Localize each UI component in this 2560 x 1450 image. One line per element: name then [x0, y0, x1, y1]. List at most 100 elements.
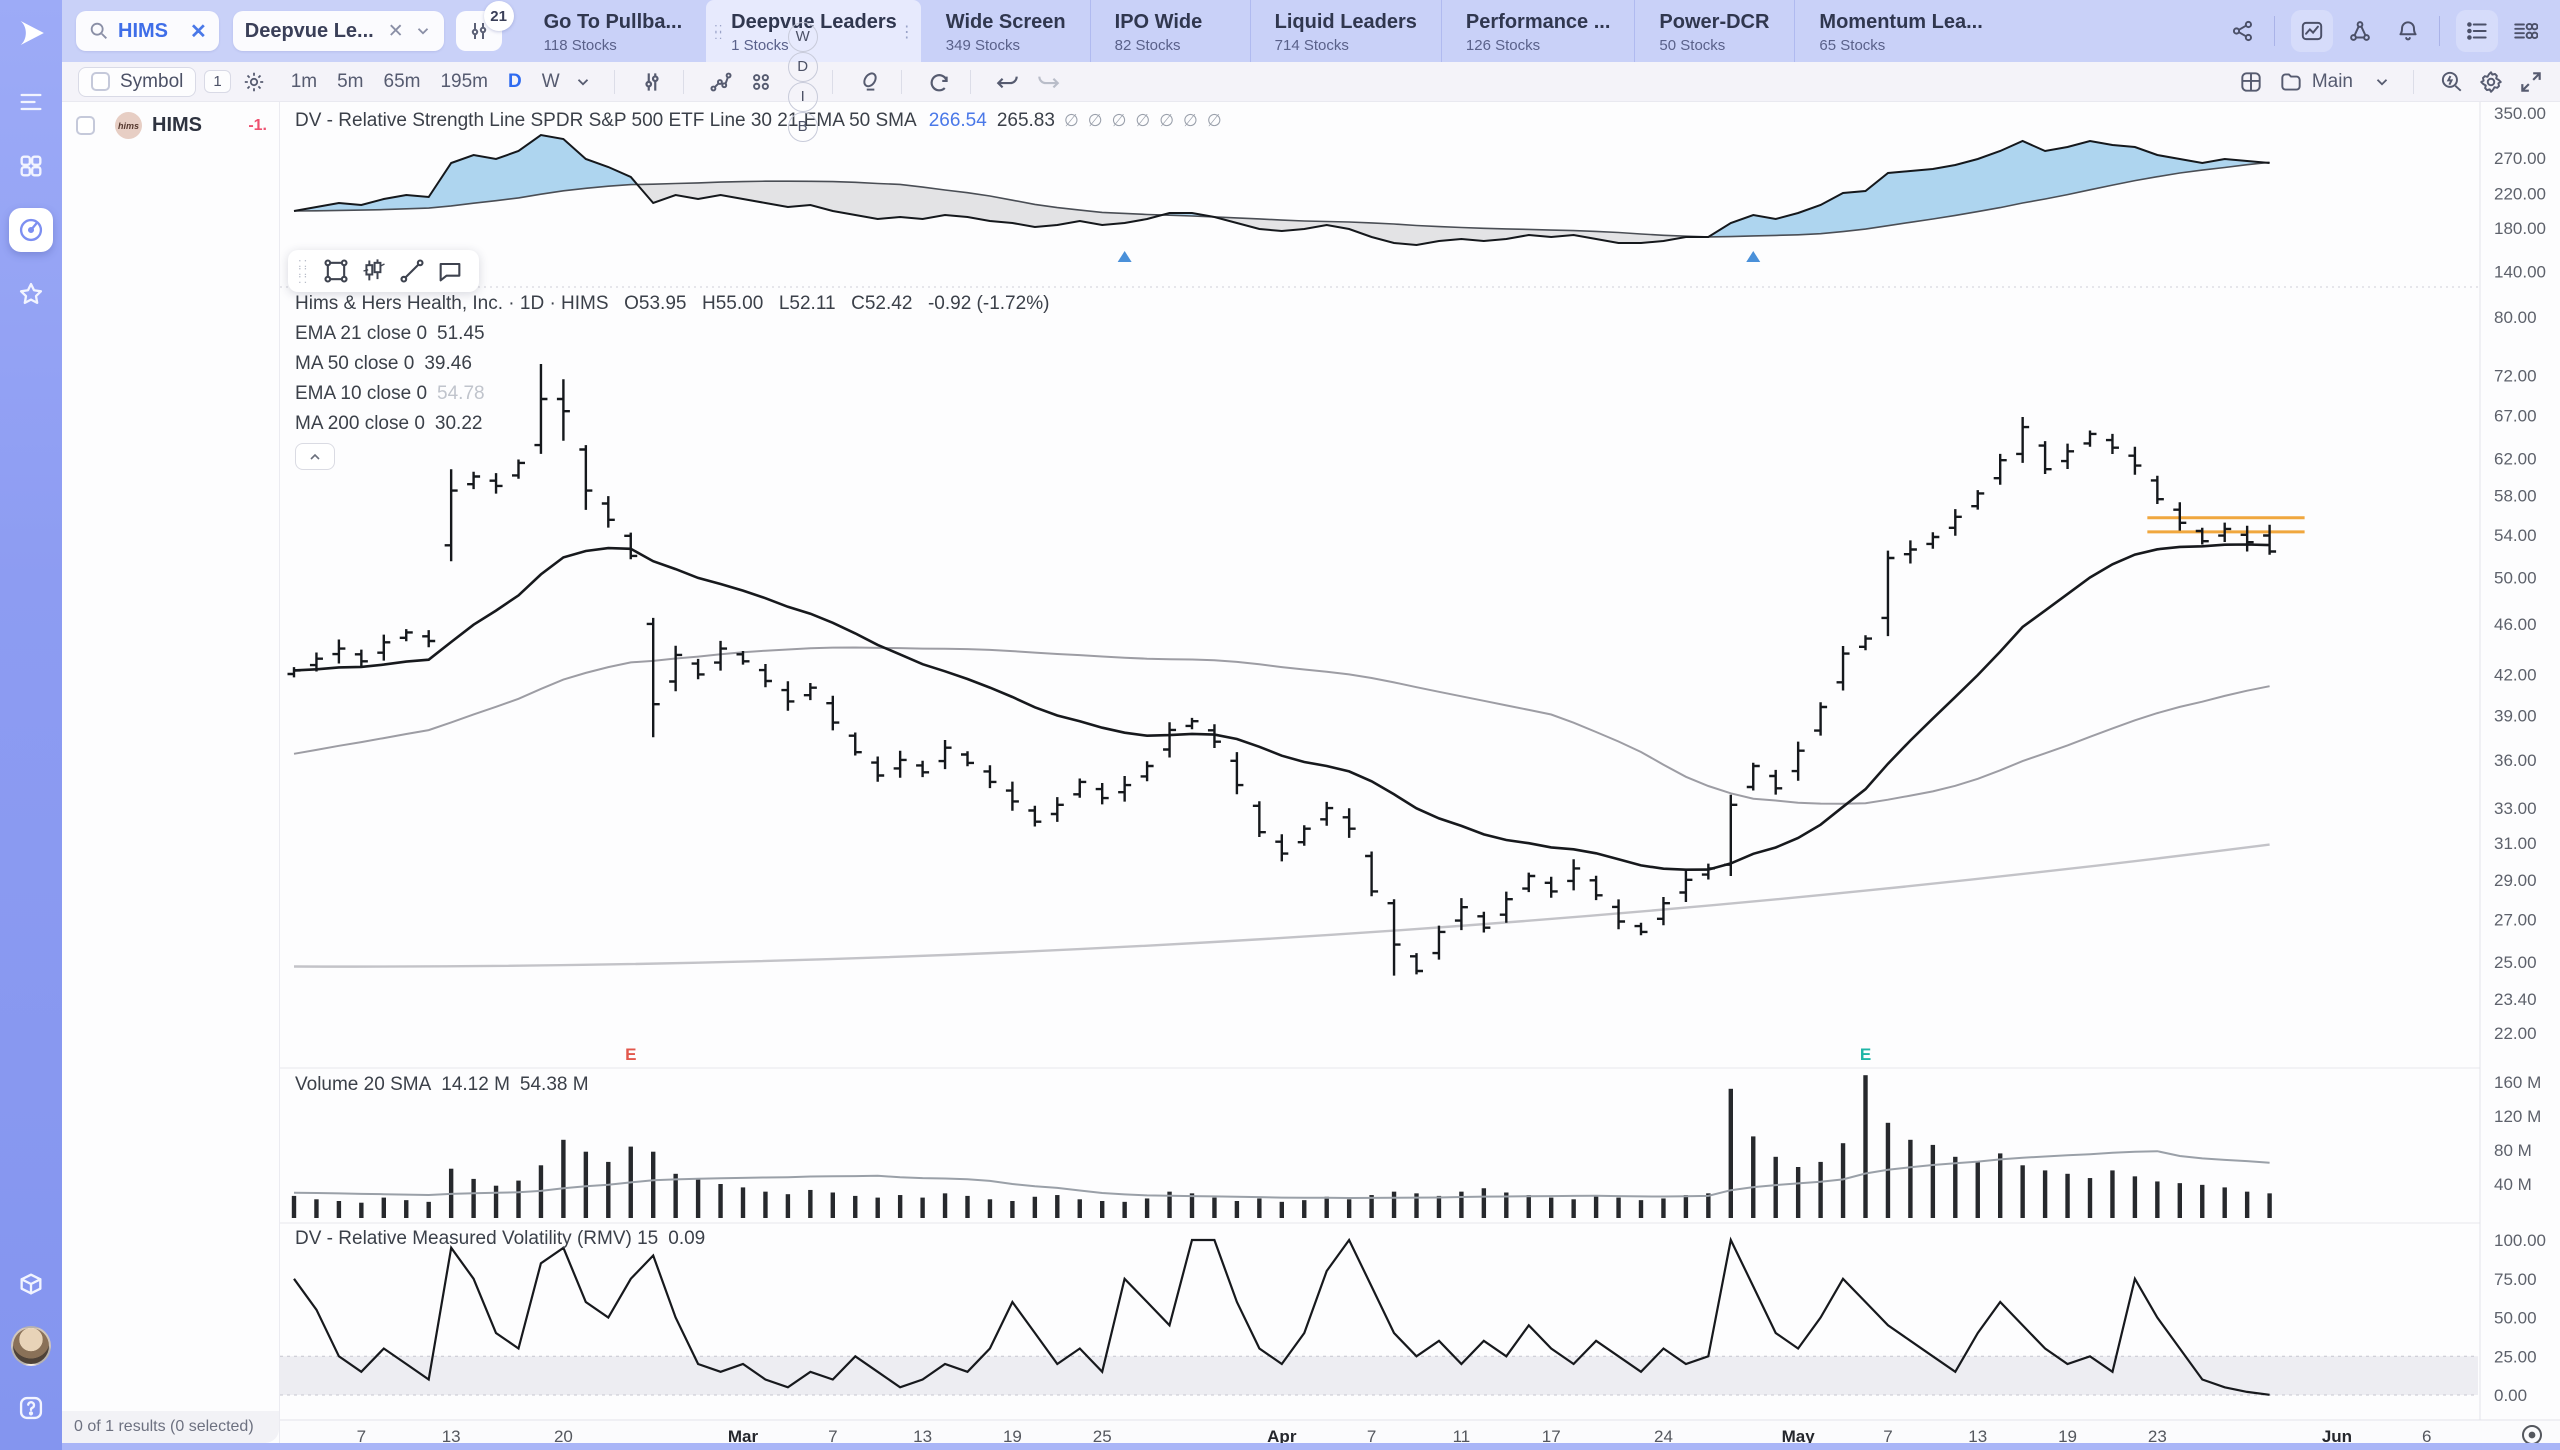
tab-momentum-lea[interactable]: Momentum Lea... 65 Stocks [1794, 0, 2006, 62]
search-icon [88, 20, 110, 42]
sidebar-radar-icon[interactable] [9, 208, 53, 252]
chart-mode-i-button[interactable]: I [787, 81, 818, 112]
fullscreen-expand-icon[interactable] [2514, 65, 2548, 99]
symbol-search-pill[interactable]: HIMS ✕ [76, 11, 219, 51]
timeframe-65m[interactable]: 65m [383, 70, 421, 92]
chart-mode-d-button[interactable]: D [787, 51, 818, 82]
chart-mode-b-button[interactable]: B [787, 111, 818, 142]
tab-ipo-wide[interactable]: IPO Wide 82 Stocks [1089, 0, 1250, 62]
tab-menu-dots-icon[interactable]: ⋮ [898, 24, 915, 41]
candle-pattern-tool-icon[interactable] [355, 254, 393, 288]
svg-text:75.00: 75.00 [2494, 1270, 2537, 1289]
chevron-down-icon[interactable] [414, 22, 432, 40]
deepvue-logo-icon[interactable] [10, 12, 52, 54]
tab-go-to-pullba[interactable]: Go To Pullba... 118 Stocks [520, 0, 707, 62]
watchlist-selector-pill[interactable]: Deepvue Le... ✕ [232, 11, 444, 51]
dots-grid-icon[interactable] [744, 65, 778, 99]
comment-tool-icon[interactable] [431, 254, 469, 288]
indicator-row-ma-200-close-0[interactable]: MA 200 close 0 30.22 [295, 413, 1049, 435]
row-checkbox[interactable] [76, 116, 95, 135]
visibility-toggle-icon[interactable]: ∅ [1159, 111, 1174, 130]
sidebar-package-box-icon[interactable] [9, 1262, 53, 1306]
sort-order-badge[interactable]: 1 [204, 70, 231, 93]
layout-name-label[interactable]: Main [2311, 70, 2353, 92]
flash-search-icon[interactable] [2434, 65, 2468, 99]
indicator-row-ema-10-close-0[interactable]: EMA 10 close 0 54.78 [295, 383, 1049, 405]
tab-drag-handle-icon[interactable]: :::: [714, 20, 724, 42]
indicator-value: 39.46 [424, 353, 472, 374]
svg-text:25.00: 25.00 [2494, 1347, 2537, 1366]
list-view-icon[interactable] [2456, 10, 2498, 52]
visibility-toggle-icon[interactable]: ∅ [1111, 111, 1127, 130]
chart-box-icon[interactable] [2291, 10, 2333, 52]
scatter-line-icon[interactable] [704, 65, 738, 99]
visibility-toggle-icon[interactable]: ∅ [1063, 111, 1079, 130]
volume-legend[interactable]: Volume 20 SMA 14.12 M 54.38 M [295, 1074, 589, 1096]
select-all-checkbox[interactable] [91, 72, 110, 91]
timeframe-5m[interactable]: 5m [337, 70, 364, 92]
bottom-scrollbar-strip[interactable] [62, 1443, 2560, 1450]
row-symbol: HIMS [152, 114, 202, 136]
tab-performance[interactable]: Performance ... 126 Stocks [1440, 0, 1635, 62]
chart-mode-w-button[interactable]: W [787, 21, 818, 52]
tab-wide-screen[interactable]: Wide Screen 349 Stocks [921, 0, 1090, 62]
drawing-toolbar[interactable]: :::::: [288, 250, 480, 292]
trend-line-tool-icon[interactable] [393, 254, 431, 288]
list-settings-gear-icon[interactable] [237, 65, 271, 99]
svg-text:13: 13 [913, 1427, 932, 1446]
timeframe-195m[interactable]: 195m [440, 70, 489, 92]
svg-text:40 M: 40 M [2494, 1175, 2532, 1194]
search-input[interactable]: HIMS [118, 19, 168, 42]
symbol-column-header[interactable]: Symbol [78, 66, 197, 97]
visibility-toggle-icon[interactable]: ∅ [1135, 111, 1151, 130]
indicator-row-ma-50-close-0[interactable]: MA 50 close 0 39.46 [295, 353, 1049, 375]
layout-chevron-down-icon[interactable] [2365, 65, 2399, 99]
redo-icon[interactable] [1031, 65, 1065, 99]
visibility-toggle-icon[interactable]: ∅ [1087, 111, 1103, 130]
close-watchlist-icon[interactable]: ✕ [387, 20, 404, 42]
sidebar-menu-lines-icon[interactable] [9, 80, 53, 124]
tab-liquid-leaders[interactable]: Liquid Leaders 714 Stocks [1249, 0, 1441, 62]
timeframe-chevron-down-icon[interactable] [566, 65, 600, 99]
timeframe-d[interactable]: D [508, 70, 522, 92]
symbol-legend-block[interactable]: Hims & Hers Health, Inc. · 1D · HIMS O53… [295, 292, 1049, 470]
folder-icon[interactable] [2274, 65, 2308, 99]
share-icon[interactable] [2222, 10, 2264, 52]
watchlist-row-hims[interactable]: hims HIMS -1. [62, 102, 279, 149]
indicator-row-ema-21-close-0[interactable]: EMA 21 close 0 51.45 [295, 323, 1049, 345]
chart-area[interactable]: E E 350.00 270.00 220.00 180.00 140.00 80.00 72.… [280, 102, 2560, 1450]
timeframe-1m[interactable]: 1m [290, 70, 318, 92]
svg-text:54.00: 54.00 [2494, 526, 2537, 545]
tab-power-dcr[interactable]: Power-DCR 50 Stocks [1634, 0, 1794, 62]
drag-handle-icon[interactable]: :::::: [298, 255, 310, 286]
timeframe-w[interactable]: W [541, 70, 560, 92]
indicator-sliders-icon[interactable] [635, 65, 669, 99]
svg-text:80.00: 80.00 [2494, 308, 2537, 327]
rect-select-tool-icon[interactable] [317, 254, 355, 288]
collapse-legend-button[interactable] [295, 443, 335, 470]
price-chart-canvas[interactable]: E E 350.00 270.00 220.00 180.00 140.00 80.00 72.… [280, 102, 2560, 1450]
sidebar-star-icon[interactable] [9, 272, 53, 316]
filters-button[interactable]: 21 [455, 1, 514, 51]
draw-pen-icon[interactable] [853, 65, 887, 99]
clear-search-icon[interactable]: ✕ [190, 20, 207, 43]
hims-logo-avatar: hims [115, 112, 142, 139]
table-view-icon[interactable] [2504, 10, 2546, 52]
sidebar-dashboard-grid-icon[interactable] [9, 144, 53, 188]
panel-layout-icon[interactable] [2234, 65, 2268, 99]
refresh-icon[interactable] [922, 65, 956, 99]
svg-text:29.00: 29.00 [2494, 871, 2537, 890]
undo-icon[interactable] [991, 65, 1025, 99]
bell-icon[interactable] [2387, 10, 2429, 52]
visibility-toggle-icon[interactable]: ∅ [1206, 111, 1222, 130]
svg-text:67.00: 67.00 [2494, 406, 2537, 425]
node-graph-icon[interactable] [2339, 10, 2381, 52]
svg-text:270.00: 270.00 [2494, 149, 2546, 168]
visibility-toggle-icon[interactable]: ∅ [1183, 111, 1198, 130]
sidebar-help-icon[interactable] [9, 1386, 53, 1430]
svg-text:42.00: 42.00 [2494, 665, 2537, 684]
settings-gear-icon[interactable] [2474, 65, 2508, 99]
rs-indicator-legend[interactable]: DV - Relative Strength Line SPDR S&P 500… [295, 110, 1222, 132]
user-avatar[interactable] [11, 1326, 51, 1366]
rmv-legend[interactable]: DV - Relative Measured Volatility (RMV) … [295, 1228, 705, 1250]
